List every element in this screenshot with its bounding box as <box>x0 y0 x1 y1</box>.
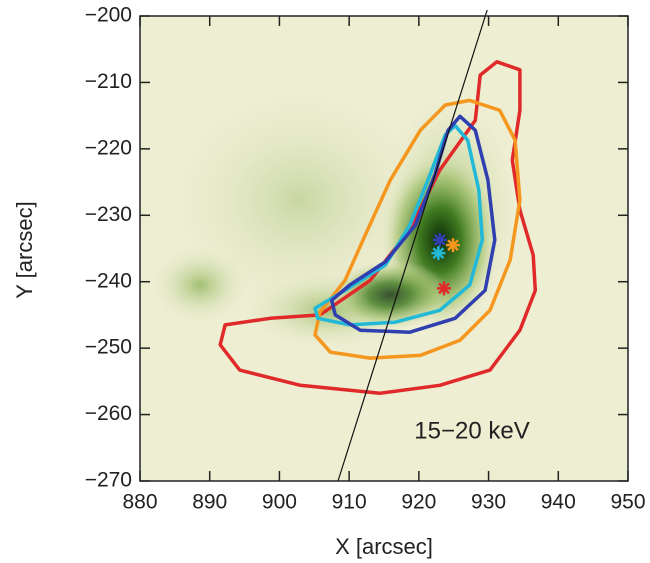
x-tick-label: 940 <box>541 491 576 514</box>
line <box>337 9 488 482</box>
x-tick-label: 950 <box>610 491 645 514</box>
y-tick-label: −260 <box>85 402 132 425</box>
star-marker <box>446 238 461 253</box>
y-tick-label: −200 <box>85 4 132 27</box>
heatmap <box>140 16 628 481</box>
x-tick-label: 920 <box>401 491 436 514</box>
contour <box>329 114 497 334</box>
y-tick-label: −220 <box>85 136 132 159</box>
star-marker <box>431 246 446 261</box>
y-tick-label: −210 <box>85 70 132 93</box>
star-marker <box>432 232 447 247</box>
y-tick-label: −240 <box>85 269 132 292</box>
y-axis-label: Y [arcsec] <box>12 201 37 298</box>
contour <box>313 98 522 360</box>
y-tick-label: −230 <box>85 203 132 226</box>
annotation: 15−20 keV <box>414 417 529 444</box>
plot-layer <box>218 9 538 482</box>
star-marker <box>436 281 451 296</box>
x-tick-label: 890 <box>192 491 227 514</box>
y-tick-label: −270 <box>85 469 132 492</box>
plot-frame <box>139 15 629 482</box>
x-tick-label: 900 <box>262 491 297 514</box>
contour <box>313 123 485 327</box>
y-tick-label: −250 <box>85 336 132 359</box>
x-tick-label: 880 <box>122 491 157 514</box>
x-axis-label: X [arcsec] <box>335 534 433 559</box>
x-tick-label: 910 <box>332 491 367 514</box>
x-tick-label: 930 <box>471 491 506 514</box>
